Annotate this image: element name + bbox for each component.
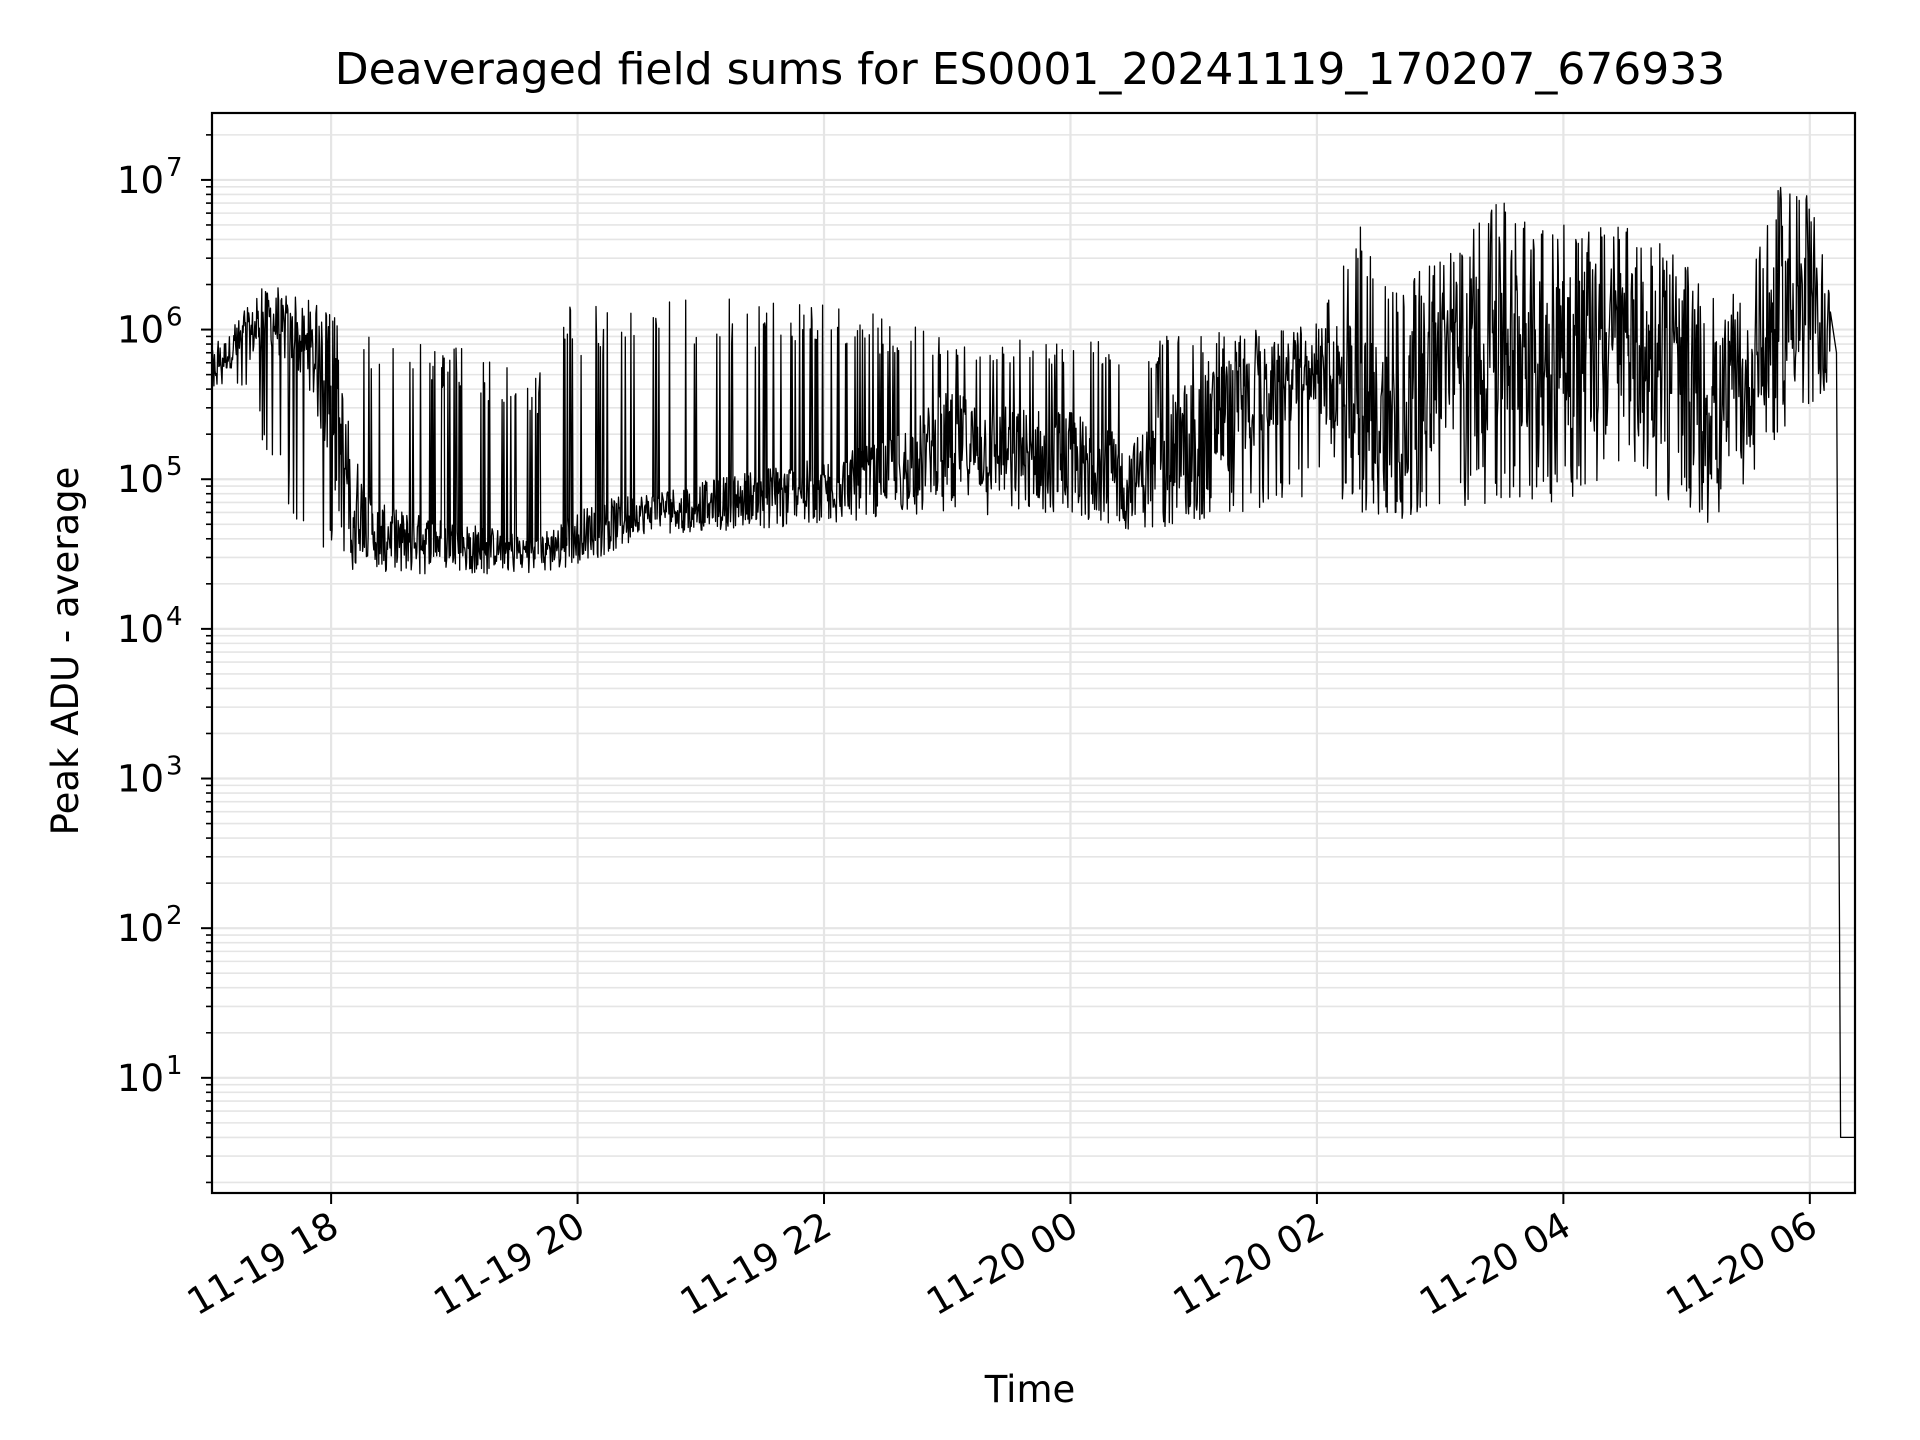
x-axis-label: Time [984,1368,1076,1411]
y-tick-label: 10 1 [117,1051,183,1100]
y-tick-label: 10 6 [117,303,183,352]
y-tick-label-base: 10 [117,309,164,352]
y-tick-label: 10 5 [117,452,183,501]
y-tick-label-base: 10 [117,458,164,501]
y-tick-label-exponent: 2 [166,901,183,931]
y-tick-label-exponent: 4 [166,602,183,632]
y-tick-label-base: 10 [117,907,164,950]
chart-title: Deaveraged field sums for ES0001_2024111… [335,44,1726,95]
y-tick-label: 10 7 [117,153,183,202]
y-tick-label-exponent: 6 [166,303,183,333]
y-tick-label-base: 10 [117,159,164,202]
y-tick-label-exponent: 5 [166,452,183,482]
y-tick-label-exponent: 3 [166,752,183,782]
y-tick-label: 10 3 [117,752,183,801]
y-tick-label-exponent: 7 [166,153,183,183]
y-tick-label-base: 10 [117,758,164,801]
grid [212,113,1855,1193]
y-tick-label-base: 10 [117,1057,164,1100]
series-line [211,186,1855,1139]
plot-frame [210,111,1857,1195]
y-tick-label: 10 4 [117,602,183,651]
y-axis-label: Peak ADU - average [44,467,87,836]
y-tick-label-exponent: 1 [166,1051,183,1081]
y-tick-label-base: 10 [117,608,164,651]
y-tick-label: 10 2 [117,901,183,950]
data-layer [211,186,1855,1139]
